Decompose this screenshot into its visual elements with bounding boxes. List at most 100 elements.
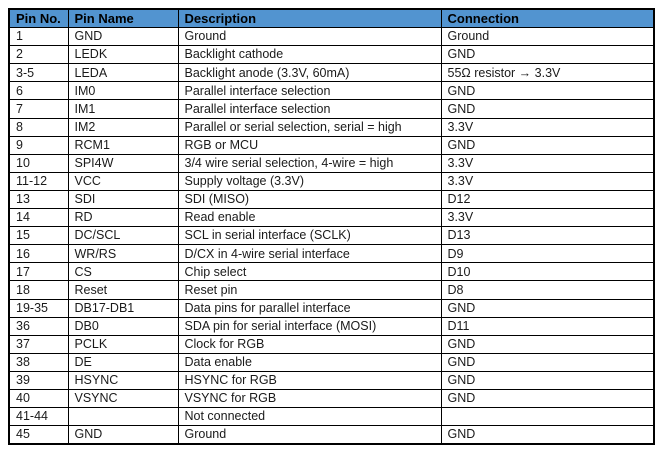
header-connection: Connection <box>440 8 655 29</box>
table-row: 1 GND Ground Ground <box>8 27 655 47</box>
header-pin-no: Pin No. <box>8 8 69 29</box>
cell-pin-name: HSYNC <box>67 370 179 390</box>
cell-description: SDI (MISO) <box>177 189 442 210</box>
cell-pin-no: 17 <box>8 262 69 282</box>
cell-connection: GND <box>440 298 655 318</box>
cell-pin-no: 45 <box>8 425 69 445</box>
table-row: 36 DB0 SDA pin for serial interface (MOSI)… <box>8 316 655 336</box>
table-body: 1 GND Ground Ground 2 LEDK Backlight cathode GN… <box>8 27 655 445</box>
cell-connection: GND <box>440 81 655 101</box>
cell-connection: D12 <box>440 189 655 210</box>
cell-connection: GND <box>440 352 655 372</box>
cell-description: HSYNC for RGB <box>177 370 442 390</box>
cell-pin-no: 1 <box>8 27 69 47</box>
pin-mapping-table: Pin No. Pin Name Description Connection … <box>8 8 655 446</box>
cell-pin-name: DE <box>67 352 179 372</box>
cell-connection: D11 <box>440 316 655 336</box>
table-row: 7 IM1 Parallel interface selection GND <box>8 99 655 119</box>
cell-pin-name: VSYNC <box>67 388 179 409</box>
cell-pin-no: 11-12 <box>8 171 69 191</box>
cell-description: Reset pin <box>177 280 442 300</box>
table-row: 10 SPI4W 3/4 wire serial selection, 4-wire… <box>8 153 655 173</box>
cell-pin-name: DC/SCL <box>67 226 179 246</box>
cell-description: Data enable <box>177 352 442 372</box>
pin-mapping-table-container: Pin No. Pin Name Description Connection … <box>8 8 655 446</box>
cell-connection: GND <box>440 388 655 409</box>
cell-pin-name: LEDK <box>67 45 179 65</box>
cell-description: Supply voltage (3.3V) <box>177 171 442 191</box>
cell-connection: 3.3V <box>440 208 655 228</box>
cell-pin-no: 19-35 <box>8 298 69 318</box>
table-header-row: Pin No. Pin Name Description Connection <box>8 8 655 29</box>
cell-pin-no: 16 <box>8 244 69 264</box>
cell-description: Backlight anode (3.3V, 60mA) <box>177 63 442 83</box>
cell-description: SCL in serial interface (SCLK) <box>177 226 442 246</box>
cell-description: Ground <box>177 27 442 47</box>
cell-pin-no: 9 <box>8 135 69 155</box>
table-row: 11-12 VCC Supply voltage (3.3V) 3.3V <box>8 171 655 191</box>
cell-pin-no: 37 <box>8 334 69 354</box>
cell-pin-name: CS <box>67 262 179 282</box>
cell-pin-no: 6 <box>8 81 69 101</box>
cell-pin-no: 36 <box>8 316 69 336</box>
cell-pin-name: RD <box>67 208 179 228</box>
table-row: 15 DC/SCL SCL in serial interface (SCLK) D1… <box>8 226 655 246</box>
cell-pin-no: 18 <box>8 280 69 300</box>
table-row: 8 IM2 Parallel or serial selection, serial… <box>8 117 655 137</box>
cell-pin-name: IM0 <box>67 81 179 101</box>
table-row: 17 CS Chip select D10 <box>8 262 655 282</box>
cell-description: D/CX in 4-wire serial interface <box>177 244 442 264</box>
cell-description: Parallel or serial selection, serial = h… <box>177 117 442 137</box>
table-row: 41-44 Not connected <box>8 407 655 427</box>
table-row: 19-35 DB17-DB1 Data pins for parallel inte… <box>8 298 655 318</box>
cell-description: RGB or MCU <box>177 135 442 155</box>
cell-description: Chip select <box>177 262 442 282</box>
cell-connection <box>440 407 655 427</box>
cell-pin-name: VCC <box>67 171 179 191</box>
header-pin-name: Pin Name <box>67 8 179 29</box>
table-row: 16 WR/RS D/CX in 4-wire serial interface D9 <box>8 244 655 264</box>
cell-pin-no: 41-44 <box>8 407 69 427</box>
cell-connection: D13 <box>440 226 655 246</box>
cell-pin-name: LEDA <box>67 63 179 83</box>
table-row: 3-5 LEDA Backlight anode (3.3V, 60mA) 55Ω r… <box>8 63 655 83</box>
cell-pin-name: IM1 <box>67 99 179 119</box>
cell-connection: 3.3V <box>440 117 655 137</box>
cell-connection: GND <box>440 334 655 354</box>
cell-pin-name <box>67 407 179 427</box>
cell-pin-no: 10 <box>8 153 69 173</box>
cell-connection: D8 <box>440 280 655 300</box>
cell-description: Data pins for parallel interface <box>177 298 442 318</box>
cell-description: Parallel interface selection <box>177 81 442 101</box>
cell-connection: 3.3V <box>440 153 655 173</box>
cell-connection: Ground <box>440 27 655 47</box>
cell-connection: 55Ω resistor → 3.3V <box>440 63 655 83</box>
cell-pin-name: SDI <box>67 189 179 210</box>
table-row: 2 LEDK Backlight cathode GND <box>8 45 655 65</box>
cell-pin-name: GND <box>67 27 179 47</box>
cell-description: VSYNC for RGB <box>177 388 442 409</box>
cell-pin-name: Reset <box>67 280 179 300</box>
cell-pin-no: 38 <box>8 352 69 372</box>
cell-connection: D9 <box>440 244 655 264</box>
cell-pin-name: DB0 <box>67 316 179 336</box>
cell-pin-no: 8 <box>8 117 69 137</box>
cell-description: Backlight cathode <box>177 45 442 65</box>
cell-pin-name: PCLK <box>67 334 179 354</box>
cell-description: Parallel interface selection <box>177 99 442 119</box>
cell-description: Clock for RGB <box>177 334 442 354</box>
cell-pin-no: 2 <box>8 45 69 65</box>
cell-connection: GND <box>440 425 655 445</box>
table-row: 14 RD Read enable 3.3V <box>8 208 655 228</box>
cell-connection: GND <box>440 99 655 119</box>
cell-description: 3/4 wire serial selection, 4-wire = high <box>177 153 442 173</box>
cell-connection: GND <box>440 370 655 390</box>
cell-pin-no: 7 <box>8 99 69 119</box>
cell-pin-name: GND <box>67 425 179 445</box>
cell-pin-name: IM2 <box>67 117 179 137</box>
cell-pin-no: 13 <box>8 189 69 210</box>
cell-pin-no: 39 <box>8 370 69 390</box>
table-row: 9 RCM1 RGB or MCU GND <box>8 135 655 155</box>
cell-description: SDA pin for serial interface (MOSI) <box>177 316 442 336</box>
